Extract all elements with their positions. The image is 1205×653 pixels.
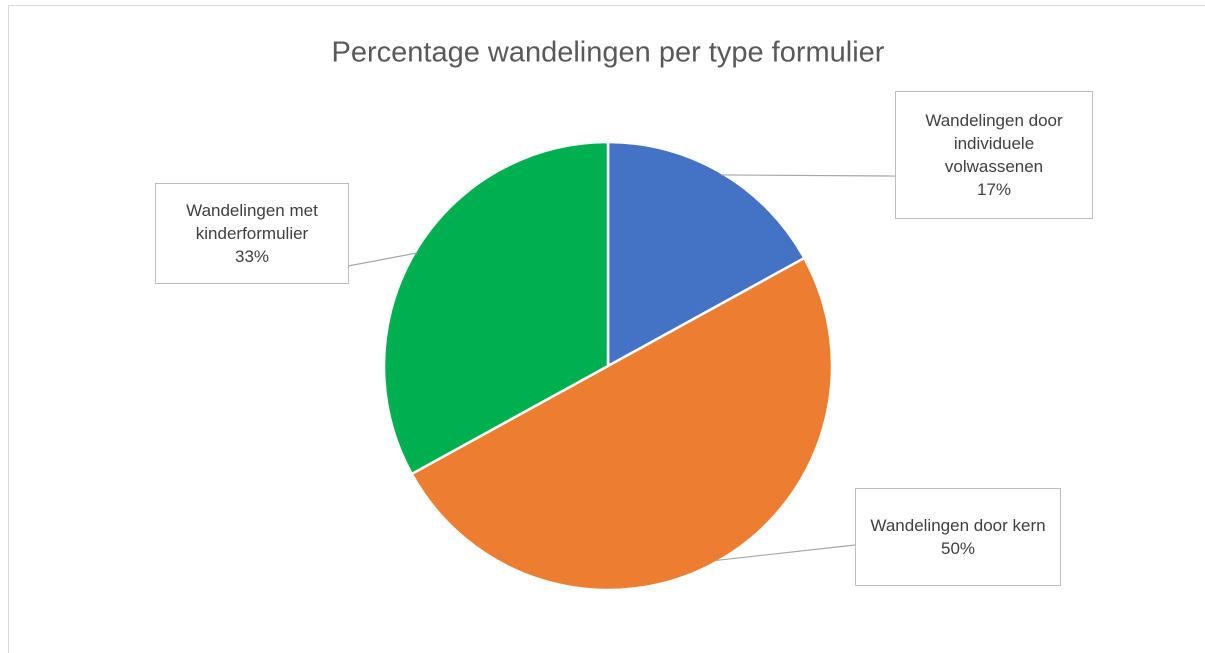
label-name: Wandelingen met kinderformulier bbox=[186, 201, 318, 243]
pie-slice bbox=[410, 256, 834, 592]
pie-slice bbox=[606, 140, 806, 369]
data-label: Wandelingen door kern 50% bbox=[855, 488, 1061, 586]
label-value: 50% bbox=[940, 539, 976, 558]
pie-slice bbox=[382, 140, 610, 476]
leader-line bbox=[714, 544, 856, 562]
leader-line bbox=[347, 252, 418, 267]
label-value: 17% bbox=[976, 180, 1012, 199]
leader-line bbox=[721, 174, 896, 177]
data-label: Wandelingen met kinderformulier 33% bbox=[155, 183, 349, 284]
chart-title: Percentage wandelingen per type formulie… bbox=[332, 37, 885, 69]
label-name: Wandelingen door individuele volwassenen bbox=[925, 111, 1063, 176]
label-value: 33% bbox=[234, 247, 270, 266]
label-name: Wandelingen door kern bbox=[870, 516, 1046, 535]
data-label: Wandelingen door individuele volwassenen… bbox=[895, 91, 1093, 219]
